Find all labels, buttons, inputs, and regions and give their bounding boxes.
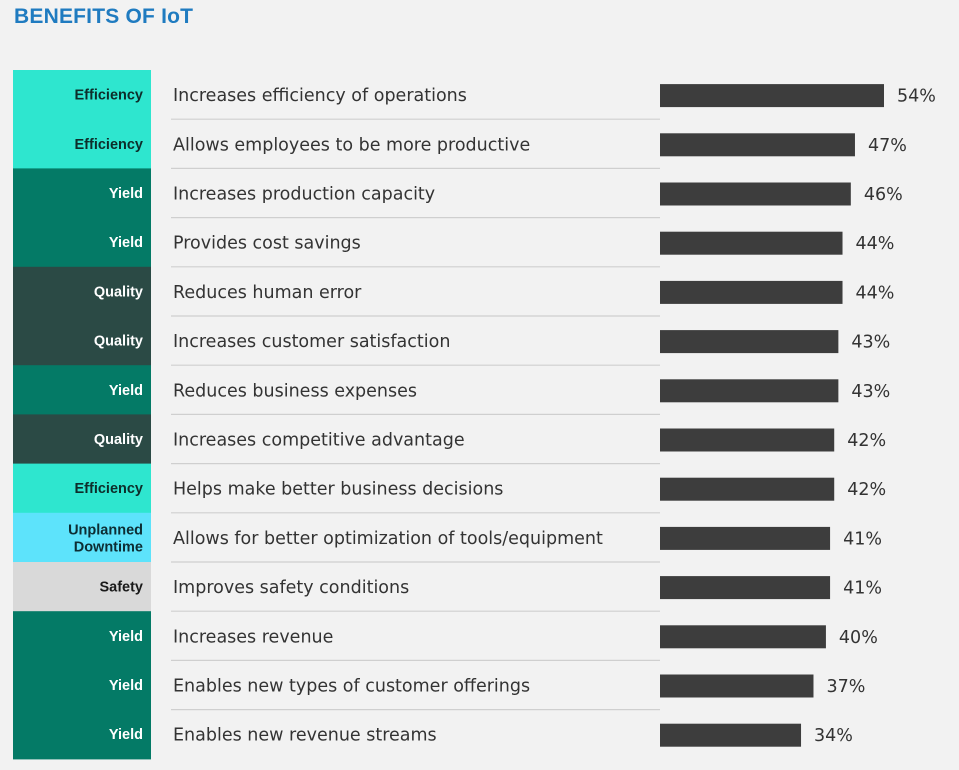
category-label: Yield xyxy=(109,727,143,743)
value-label: 42% xyxy=(847,431,886,451)
category-label: Yield xyxy=(109,678,143,694)
value-label: 37% xyxy=(826,677,865,697)
value-label: 43% xyxy=(851,333,890,353)
benefit-label: Enables new types of customer offerings xyxy=(173,677,530,697)
category-label: Safety xyxy=(99,580,143,596)
category-cell xyxy=(13,266,151,317)
category-label: Efficiency xyxy=(75,137,144,153)
category-cell xyxy=(13,119,151,169)
value-label: 41% xyxy=(843,579,882,599)
bar xyxy=(660,84,884,108)
category-cell xyxy=(13,70,151,120)
value-label: 46% xyxy=(864,185,903,205)
benefit-label: Increases competitive advantage xyxy=(173,431,465,451)
bar xyxy=(660,526,831,550)
benefit-label: Reduces human error xyxy=(173,283,362,303)
category-label: Yield xyxy=(109,383,143,399)
benefit-label: Allows for better optimization of tools/… xyxy=(173,529,603,549)
category-label: Unplanned xyxy=(68,522,143,538)
value-label: 42% xyxy=(847,480,886,500)
category-label: Quality xyxy=(94,432,143,448)
benefit-label: Reduces business expenses xyxy=(173,381,417,401)
category-cell xyxy=(13,217,151,268)
bar xyxy=(660,576,831,600)
bar xyxy=(660,280,843,304)
value-label: 41% xyxy=(843,529,882,549)
category-cell xyxy=(13,463,151,514)
value-label: 47% xyxy=(868,136,907,156)
category-label: Yield xyxy=(109,629,143,645)
category-cell xyxy=(13,512,151,563)
chart-title: BENEFITS OF IoT xyxy=(14,5,194,28)
category-cell xyxy=(13,316,151,366)
category-cell xyxy=(13,414,151,465)
value-label: 43% xyxy=(851,382,890,402)
bar xyxy=(660,477,835,501)
category-cell xyxy=(13,660,151,711)
category-cell xyxy=(13,168,151,219)
category-label: Downtime xyxy=(74,539,143,555)
bar xyxy=(660,231,843,255)
bar xyxy=(660,133,855,157)
category-cell xyxy=(13,365,151,415)
value-label: 54% xyxy=(897,87,936,107)
category-label: Quality xyxy=(94,334,143,350)
category-label: Yield xyxy=(109,186,143,202)
bar xyxy=(660,379,839,403)
bar xyxy=(660,674,814,698)
benefit-label: Increases efficiency of operations xyxy=(173,86,467,106)
value-label: 34% xyxy=(814,726,853,746)
bar xyxy=(660,428,835,452)
value-label: 44% xyxy=(856,234,895,254)
category-label: Efficiency xyxy=(75,481,144,497)
category-label: Yield xyxy=(109,235,143,251)
benefit-label: Improves safety conditions xyxy=(173,578,409,598)
value-label: 44% xyxy=(856,283,895,303)
bar xyxy=(660,723,802,747)
benefit-label: Increases revenue xyxy=(173,627,333,647)
value-label: 40% xyxy=(839,628,878,648)
category-label: Quality xyxy=(94,284,143,300)
bar xyxy=(660,625,826,649)
bar xyxy=(660,182,851,206)
category-label: Efficiency xyxy=(75,88,144,104)
benefit-label: Increases production capacity xyxy=(173,185,435,205)
category-cell xyxy=(13,709,151,760)
benefit-label: Enables new revenue streams xyxy=(173,726,437,746)
benefit-label: Helps make better business decisions xyxy=(173,480,503,500)
category-cell xyxy=(13,611,151,661)
category-cell xyxy=(13,562,151,612)
benefit-label: Increases customer satisfaction xyxy=(173,332,450,352)
benefit-label: Allows employees to be more productive xyxy=(173,135,530,155)
bar xyxy=(660,330,839,354)
benefit-label: Provides cost savings xyxy=(173,234,361,254)
